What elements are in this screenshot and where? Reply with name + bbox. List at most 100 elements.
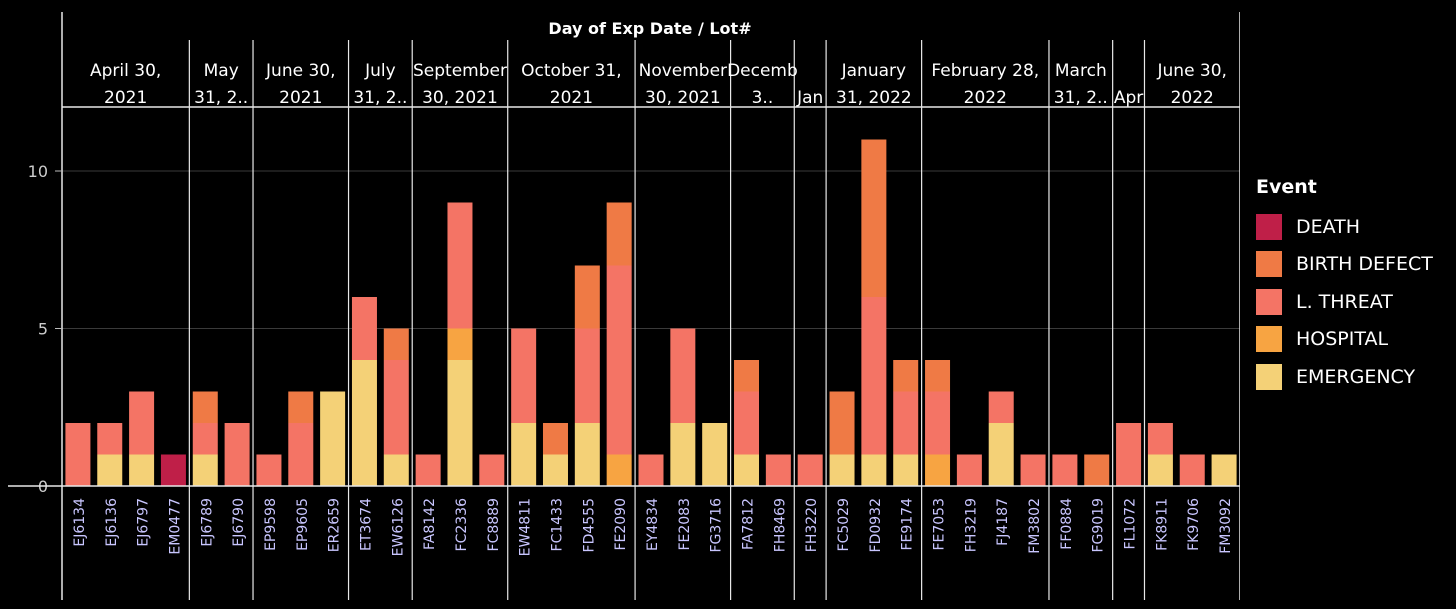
y-tick-label: 5 (38, 320, 48, 339)
x-tick-label: FH8469 (772, 498, 788, 552)
x-tick-label: FH3220 (804, 498, 820, 552)
group-header-label: May (204, 61, 239, 81)
bar-segment (542, 423, 568, 455)
group-header-label: June 30, (1157, 61, 1227, 81)
bar-segment (1147, 423, 1173, 455)
x-tick-label: ER2659 (327, 498, 343, 552)
x-tick-label: EW4811 (518, 498, 534, 556)
bar-segment (829, 454, 855, 486)
bar-segment (925, 391, 951, 455)
x-tick-label: FE2090 (613, 498, 629, 551)
legend-swatch (1256, 251, 1282, 278)
legend-item[interactable]: DEATH (1256, 208, 1433, 246)
x-tick-label: FC8889 (486, 498, 502, 551)
bar-segment (702, 423, 728, 486)
x-tick-label: EJ6790 (231, 498, 247, 547)
bar-segment (670, 423, 696, 486)
bar-segment (192, 391, 218, 423)
legend-title: Event (1256, 176, 1317, 198)
bar-segment (638, 454, 664, 486)
bar-segment (256, 454, 282, 486)
bar-segment (479, 454, 505, 486)
bar-segment (606, 202, 632, 266)
legend-item[interactable]: HOSPITAL (1256, 321, 1433, 359)
bar-segment (129, 454, 155, 486)
bar-segment (65, 423, 91, 486)
x-tick-label: EY4834 (645, 498, 661, 551)
group-header-label: 2021 (279, 88, 322, 108)
legend-label: BIRTH DEFECT (1296, 253, 1433, 276)
group-header-label: 31, 2.. (1054, 88, 1108, 108)
bar-segment (574, 265, 600, 329)
legend-swatch (1256, 288, 1282, 315)
bar-segment (574, 423, 600, 486)
bar-segment (447, 328, 473, 360)
bar-segment (670, 328, 696, 423)
bar-segment (988, 423, 1014, 486)
x-tick-label: FM3802 (1027, 498, 1043, 554)
legend-item[interactable]: EMERGENCY (1256, 358, 1433, 396)
bar-segment (320, 391, 346, 486)
bar-segment (383, 328, 409, 360)
x-tick-label: FL1072 (1123, 498, 1139, 549)
bar-segment (160, 454, 186, 486)
x-tick-label: EJ6134 (72, 498, 88, 547)
bar-segment (447, 360, 473, 486)
bar-segment (97, 423, 123, 455)
legend-swatch (1256, 213, 1282, 240)
legend-item[interactable]: BIRTH DEFECT (1256, 246, 1433, 284)
x-tick-label: FM3092 (1218, 498, 1234, 554)
group-header-label: June 30, (265, 61, 335, 81)
group-header-label: Jan (796, 88, 823, 108)
group-header-label: 2021 (104, 88, 147, 108)
x-tick-label: FC5029 (836, 498, 852, 551)
group-header-label: January (841, 61, 906, 81)
bar-segment (1116, 423, 1142, 486)
legend-items: DEATH BIRTH DEFECT L. THREAT HOSPITAL EMERGE… (1256, 208, 1433, 396)
legend-item[interactable]: L. THREAT (1256, 283, 1433, 321)
bar-segment (288, 391, 314, 423)
bar-segment (1084, 454, 1110, 486)
x-tick-label: ET3674 (358, 498, 374, 551)
bar-segment (861, 454, 887, 486)
bar-segment (1020, 454, 1046, 486)
x-tick-label: EM0477 (167, 498, 183, 555)
group-header-label: November (639, 61, 727, 81)
bar-segment (192, 454, 218, 486)
bar-segment (351, 360, 377, 486)
x-tick-label: EJ6136 (104, 498, 120, 547)
chart-title: Day of Exp Date / Lot# (548, 19, 751, 38)
x-tick-label: FG3716 (709, 498, 725, 553)
group-header-label: 31, 2022 (836, 88, 912, 108)
group-header-label: 31, 2.. (353, 88, 407, 108)
bar-segment (351, 297, 377, 360)
group-header-label: April 30, (90, 61, 161, 81)
y-tick-label: 10 (28, 162, 48, 181)
legend-label: HOSPITAL (1296, 328, 1389, 351)
group-header-label: 2021 (550, 88, 593, 108)
group-header-label: 30, 2021 (645, 88, 721, 108)
bar-segment (734, 360, 760, 392)
bar-segment (893, 360, 919, 392)
x-tick-label: FG9019 (1091, 498, 1107, 553)
x-tick-label: FD0932 (868, 498, 884, 552)
bar-segment (734, 454, 760, 486)
bar-segment (829, 391, 855, 455)
x-tick-label: EP9605 (295, 498, 311, 551)
x-tick-label: FJ4187 (995, 498, 1011, 546)
bar-segment (542, 454, 568, 486)
x-tick-label: FE2083 (677, 498, 693, 551)
group-header-label: 3.. (752, 88, 774, 108)
bar-segment (129, 391, 155, 455)
x-tick-label: EJ6797 (136, 498, 152, 547)
bar-segment (797, 454, 823, 486)
bar-segment (956, 454, 982, 486)
x-tick-label: FC1433 (549, 498, 565, 551)
bar-segment (925, 360, 951, 392)
group-header-label: 30, 2021 (422, 88, 498, 108)
legend-swatch (1256, 363, 1282, 390)
x-tick-label: FE7053 (932, 498, 948, 551)
bar-segment (925, 454, 951, 486)
bar-segment (224, 423, 250, 486)
